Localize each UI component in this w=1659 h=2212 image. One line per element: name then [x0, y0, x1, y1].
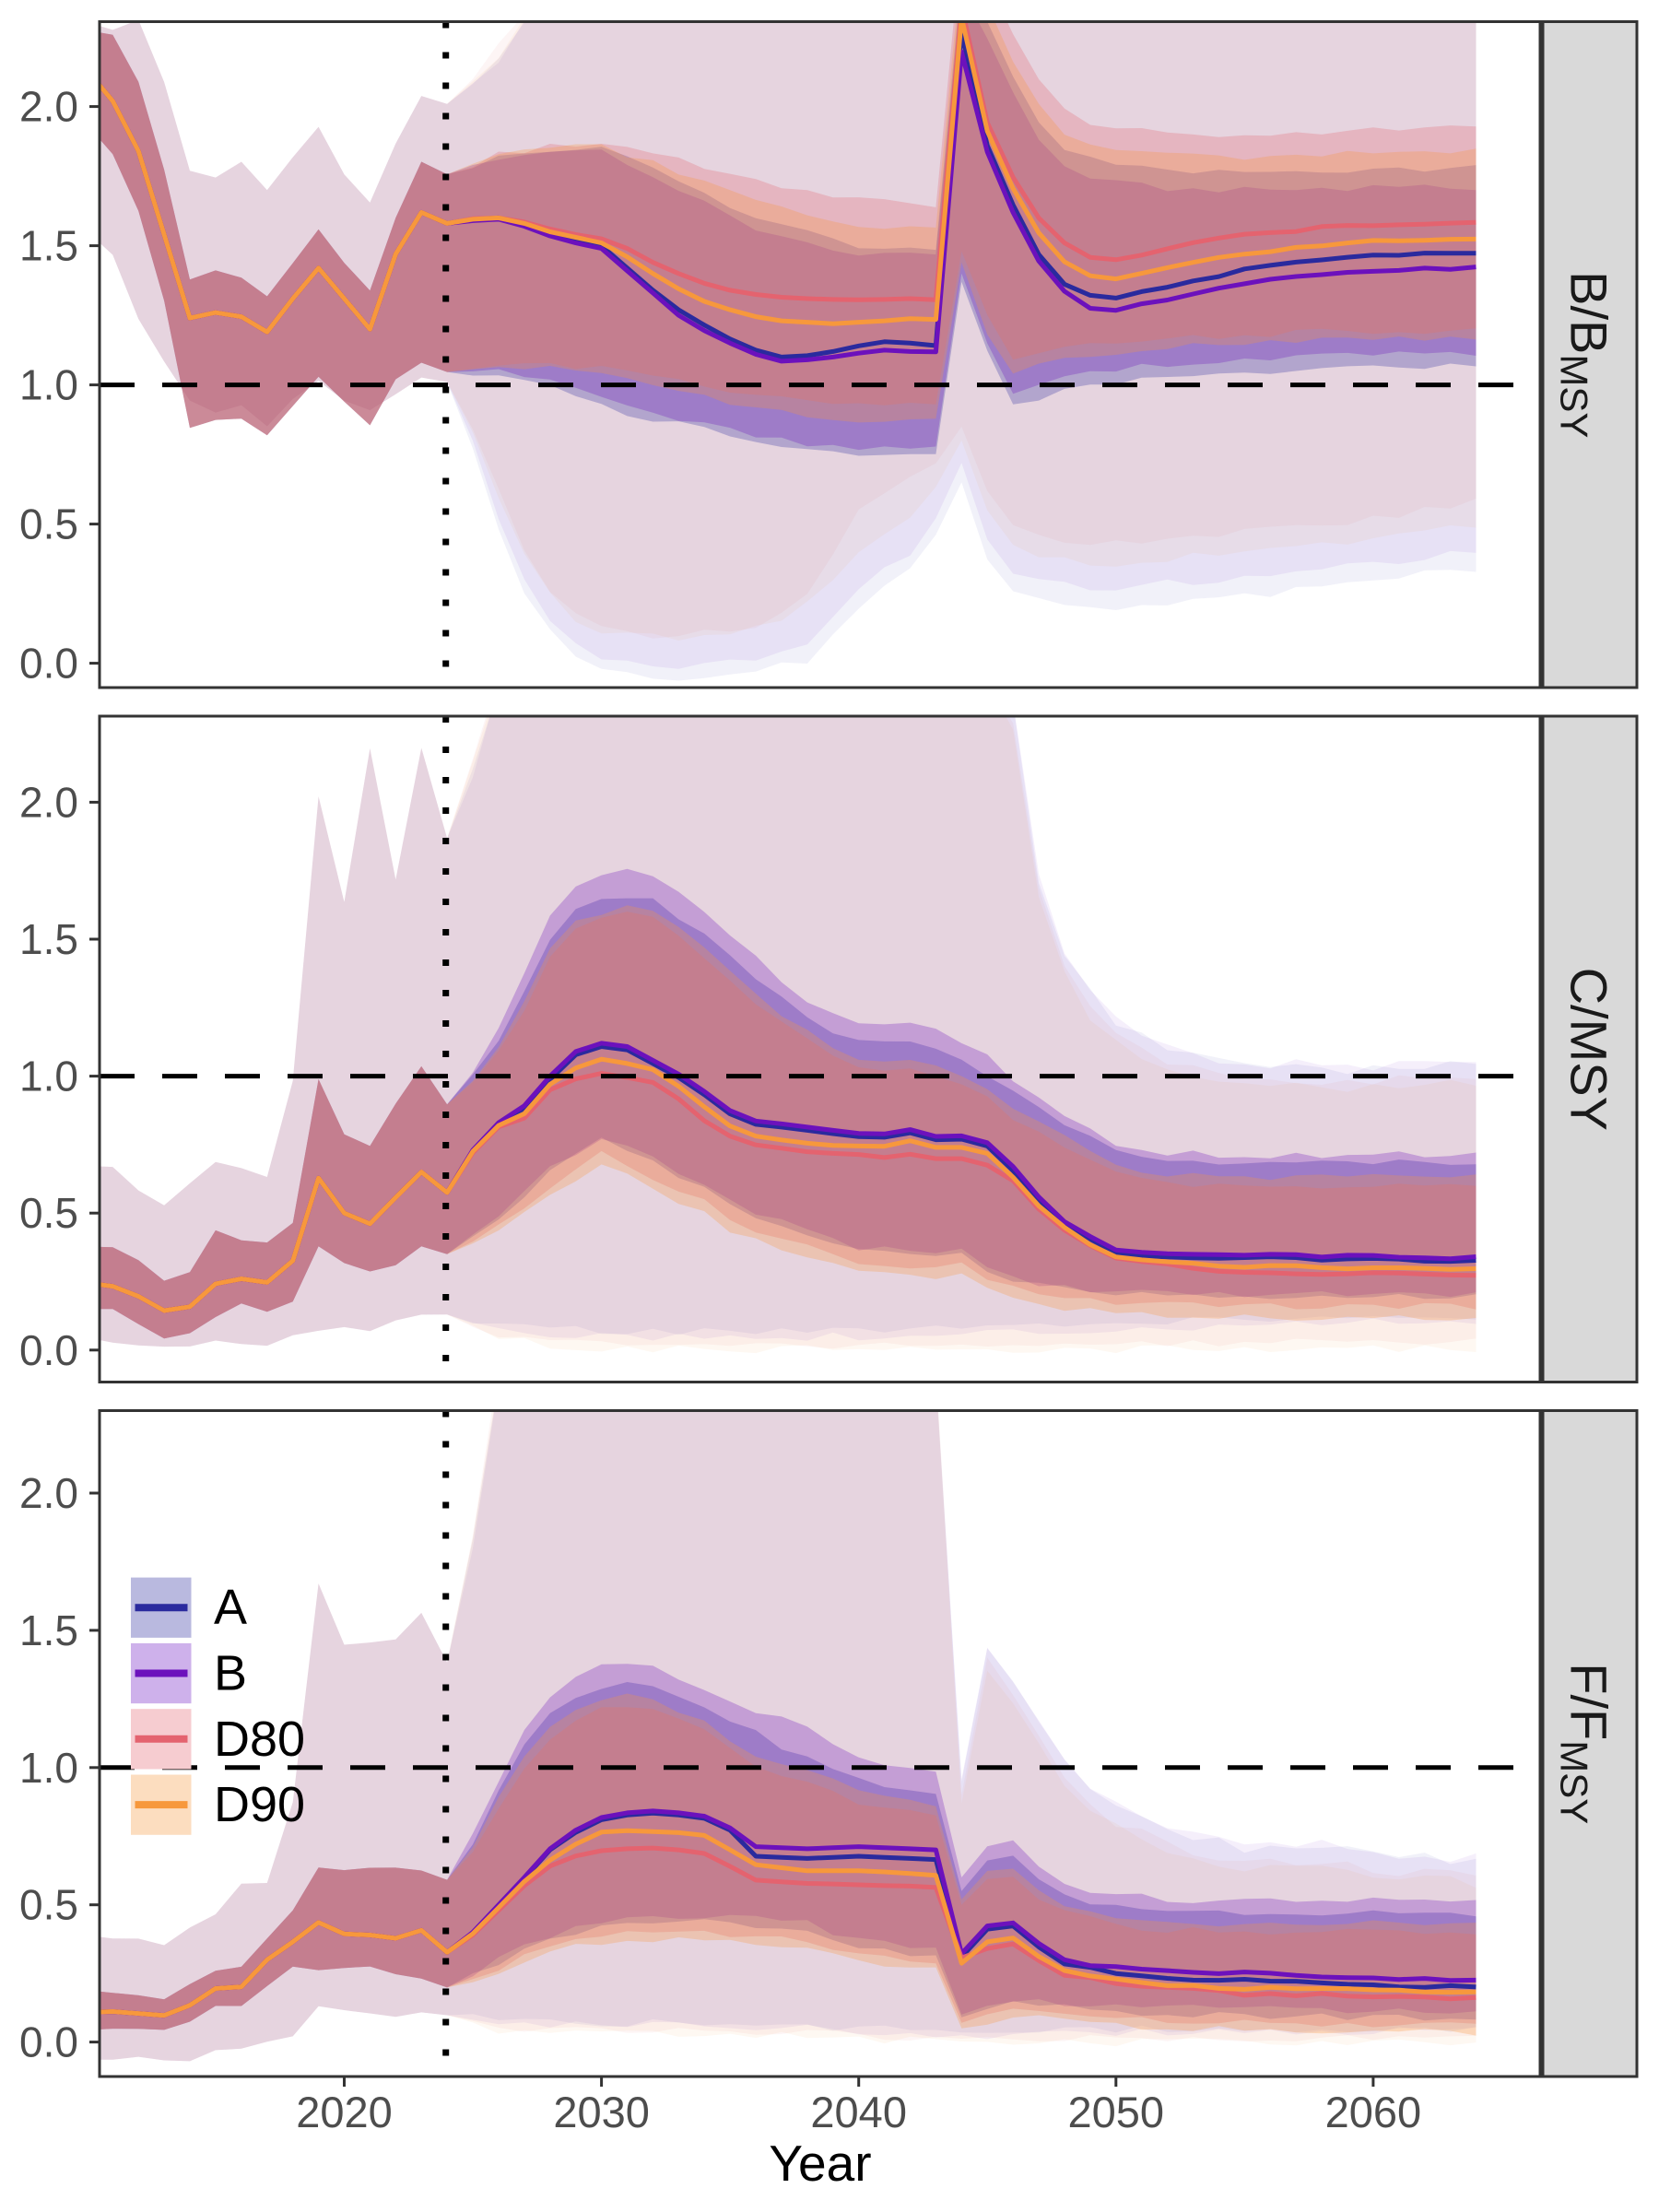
svg-text:1.0: 1.0 [19, 1744, 78, 1792]
svg-text:2030: 2030 [553, 2088, 650, 2136]
svg-text:C/MSY: C/MSY [1560, 968, 1618, 1131]
svg-text:1.5: 1.5 [19, 915, 78, 963]
svg-text:B/BMSY: B/BMSY [1553, 271, 1618, 438]
svg-text:0.0: 0.0 [19, 2018, 78, 2066]
svg-text:2050: 2050 [1068, 2088, 1165, 2136]
svg-text:1.5: 1.5 [19, 222, 78, 270]
svg-text:0.0: 0.0 [19, 1326, 78, 1374]
svg-text:2020: 2020 [296, 2088, 393, 2136]
svg-text:2.0: 2.0 [19, 1469, 78, 1517]
svg-text:0.5: 0.5 [19, 500, 78, 548]
svg-text:D80: D80 [214, 1712, 305, 1767]
svg-text:F/FMSY: F/FMSY [1553, 1663, 1618, 1824]
svg-text:0.5: 0.5 [19, 1881, 78, 1929]
svg-text:2060: 2060 [1325, 2088, 1422, 2136]
svg-text:1.5: 1.5 [19, 1606, 78, 1654]
svg-text:0.0: 0.0 [19, 640, 78, 688]
svg-text:0.5: 0.5 [19, 1189, 78, 1237]
svg-text:2.0: 2.0 [19, 778, 78, 826]
svg-text:1.0: 1.0 [19, 1053, 78, 1100]
svg-text:2.0: 2.0 [19, 83, 78, 131]
svg-text:2040: 2040 [810, 2088, 907, 2136]
svg-text:D90: D90 [214, 1777, 305, 1832]
svg-text:B: B [214, 1646, 247, 1701]
svg-text:A: A [214, 1580, 247, 1635]
svg-text:Year: Year [769, 2135, 871, 2192]
svg-text:1.0: 1.0 [19, 361, 78, 409]
